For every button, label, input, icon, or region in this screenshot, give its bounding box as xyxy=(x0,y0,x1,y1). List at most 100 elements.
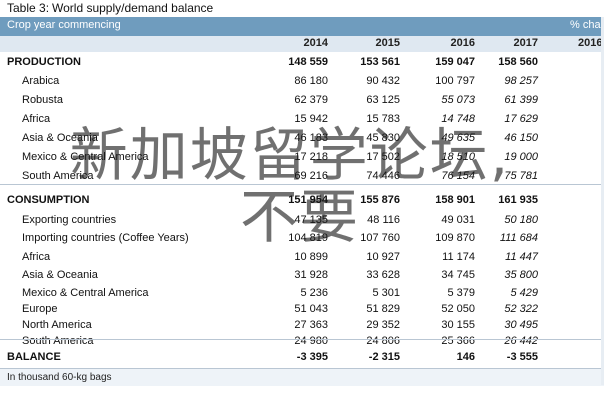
row-value: 33 628 xyxy=(366,269,400,281)
year-header: 2015 xyxy=(375,37,400,49)
row-value: 153 561 xyxy=(360,56,400,68)
year-header: 2016 xyxy=(578,37,603,49)
row-value: 19 000 xyxy=(504,151,538,163)
row-value: 17 502 xyxy=(366,151,400,163)
row-value: 61 399 xyxy=(504,94,538,106)
row-value: 10 927 xyxy=(366,251,400,263)
row-value: 62 379 xyxy=(294,94,328,106)
row-value: 17 218 xyxy=(294,151,328,163)
year-header: 2017 xyxy=(513,37,538,49)
row-value: 100 797 xyxy=(435,75,475,87)
row-label: Asia & Oceania xyxy=(22,132,98,144)
row-value: 35 800 xyxy=(504,269,538,281)
row-value: -2 315 xyxy=(368,351,400,363)
row-value: 18 510 xyxy=(441,151,475,163)
row-value: 148 559 xyxy=(288,56,328,68)
year-header: 2016 xyxy=(450,37,475,49)
row-value: 51 043 xyxy=(294,303,328,315)
row-value: 155 876 xyxy=(360,194,400,206)
table-row: South America 69 216 74 446 76 154 75 781 xyxy=(0,169,604,185)
row-label: PRODUCTION xyxy=(7,56,81,68)
table-row: Mexico & Central America 17 218 17 502 18 5… xyxy=(0,150,604,166)
row-value: 55 073 xyxy=(441,94,475,106)
row-value: 52 050 xyxy=(441,303,475,315)
row-value: 74 446 xyxy=(366,170,400,182)
year-header: 2014 xyxy=(303,37,328,49)
header-band: Crop year commencing % cha 2014 2015 201… xyxy=(0,17,604,52)
row-value: 14 748 xyxy=(441,113,475,125)
table-row: Asia & Oceania 31 928 33 628 34 745 35 800 xyxy=(0,268,604,284)
row-label: BALANCE xyxy=(7,351,61,363)
crop-year-label: Crop year commencing xyxy=(7,19,121,31)
row-value: 30 495 xyxy=(504,319,538,331)
row-value: 5 236 xyxy=(300,287,328,299)
row-label: Mexico & Central America xyxy=(22,287,149,299)
table-row: Arabica 86 180 90 432 100 797 98 257 xyxy=(0,74,604,90)
row-value: 30 155 xyxy=(441,319,475,331)
row-label: South America xyxy=(22,170,94,182)
row-value: 146 xyxy=(456,351,475,363)
row-value: 158 901 xyxy=(435,194,475,206)
row-value: 50 180 xyxy=(504,214,538,226)
row-value: 31 928 xyxy=(294,269,328,281)
footnote-band: In thousand 60-kg bags xyxy=(0,368,604,386)
row-value: 75 781 xyxy=(504,170,538,182)
row-label: Exporting countries xyxy=(22,214,117,226)
row-value: 98 257 xyxy=(504,75,538,87)
row-value: 34 745 xyxy=(441,269,475,281)
row-value: 46 150 xyxy=(504,132,538,144)
row-value: 25 366 xyxy=(441,335,475,347)
row-value: 15 783 xyxy=(366,113,400,125)
row-value: 11 447 xyxy=(505,251,538,263)
row-value: 5 301 xyxy=(372,287,400,299)
table-row: Mexico & Central America 5 236 5 301 5 379 5… xyxy=(0,286,604,302)
row-value: 161 935 xyxy=(498,194,538,206)
row-value: 24 980 xyxy=(294,335,328,347)
row-value: 45 830 xyxy=(366,132,400,144)
year-header-row: 2014 2015 2016 2017 2016 xyxy=(0,36,604,52)
row-value: 76 154 xyxy=(441,170,475,182)
table-row: Africa 15 942 15 783 14 748 17 629 xyxy=(0,112,604,128)
row-label: Asia & Oceania xyxy=(22,269,98,281)
row-value: 10 899 xyxy=(294,251,328,263)
table-row: North America 27 363 29 352 30 155 30 495 xyxy=(0,318,604,334)
row-value: -3 395 xyxy=(296,351,328,363)
row-value: 49 635 xyxy=(441,132,475,144)
table-row: Europe 51 043 51 829 52 050 52 322 xyxy=(0,302,604,318)
table-number: Table 3: xyxy=(7,1,50,15)
table-row: Asia & Oceania 46 183 45 830 49 635 46 150 xyxy=(0,131,604,147)
table-row: BALANCE -3 395 -2 315 146 -3 555 xyxy=(0,350,604,366)
table-title: World supply/demand balance xyxy=(52,1,214,15)
table-row: South America 24 980 24 806 25 366 26 442 xyxy=(0,334,604,350)
row-value: 26 442 xyxy=(504,335,538,347)
row-value: 151 954 xyxy=(288,194,328,206)
table-row: Robusta 62 379 63 125 55 073 61 399 xyxy=(0,93,604,109)
row-value: 51 829 xyxy=(366,303,400,315)
row-value: 47 135 xyxy=(294,214,328,226)
percent-change-label: % cha xyxy=(570,19,601,31)
row-value: 15 942 xyxy=(294,113,328,125)
title-bar: Table 3: World supply/demand balance xyxy=(0,0,604,18)
row-value: 29 352 xyxy=(366,319,400,331)
row-label: North America xyxy=(22,319,92,331)
row-label: Robusta xyxy=(22,94,63,106)
row-value: 107 760 xyxy=(360,232,400,244)
table-row: Exporting countries 47 135 48 116 49 031 50 … xyxy=(0,213,604,229)
row-value: 48 116 xyxy=(367,214,400,226)
table-row: Africa 10 899 10 927 11 174 11 447 xyxy=(0,250,604,266)
row-value: 27 363 xyxy=(294,319,328,331)
row-label: CONSUMPTION xyxy=(7,194,90,206)
row-label: Arabica xyxy=(22,75,60,87)
row-value: 24 806 xyxy=(366,335,400,347)
row-label: Europe xyxy=(22,303,58,315)
row-value: 63 125 xyxy=(366,94,400,106)
row-label: Importing countries (Coffee Years) xyxy=(22,232,189,244)
row-value: 109 870 xyxy=(435,232,475,244)
row-label: Africa xyxy=(22,251,51,263)
row-value: 111 684 xyxy=(499,232,538,244)
row-value: 69 216 xyxy=(294,170,328,182)
row-value: 158 560 xyxy=(498,56,538,68)
table-right-edge xyxy=(601,17,604,385)
row-value: 17 629 xyxy=(504,113,538,125)
